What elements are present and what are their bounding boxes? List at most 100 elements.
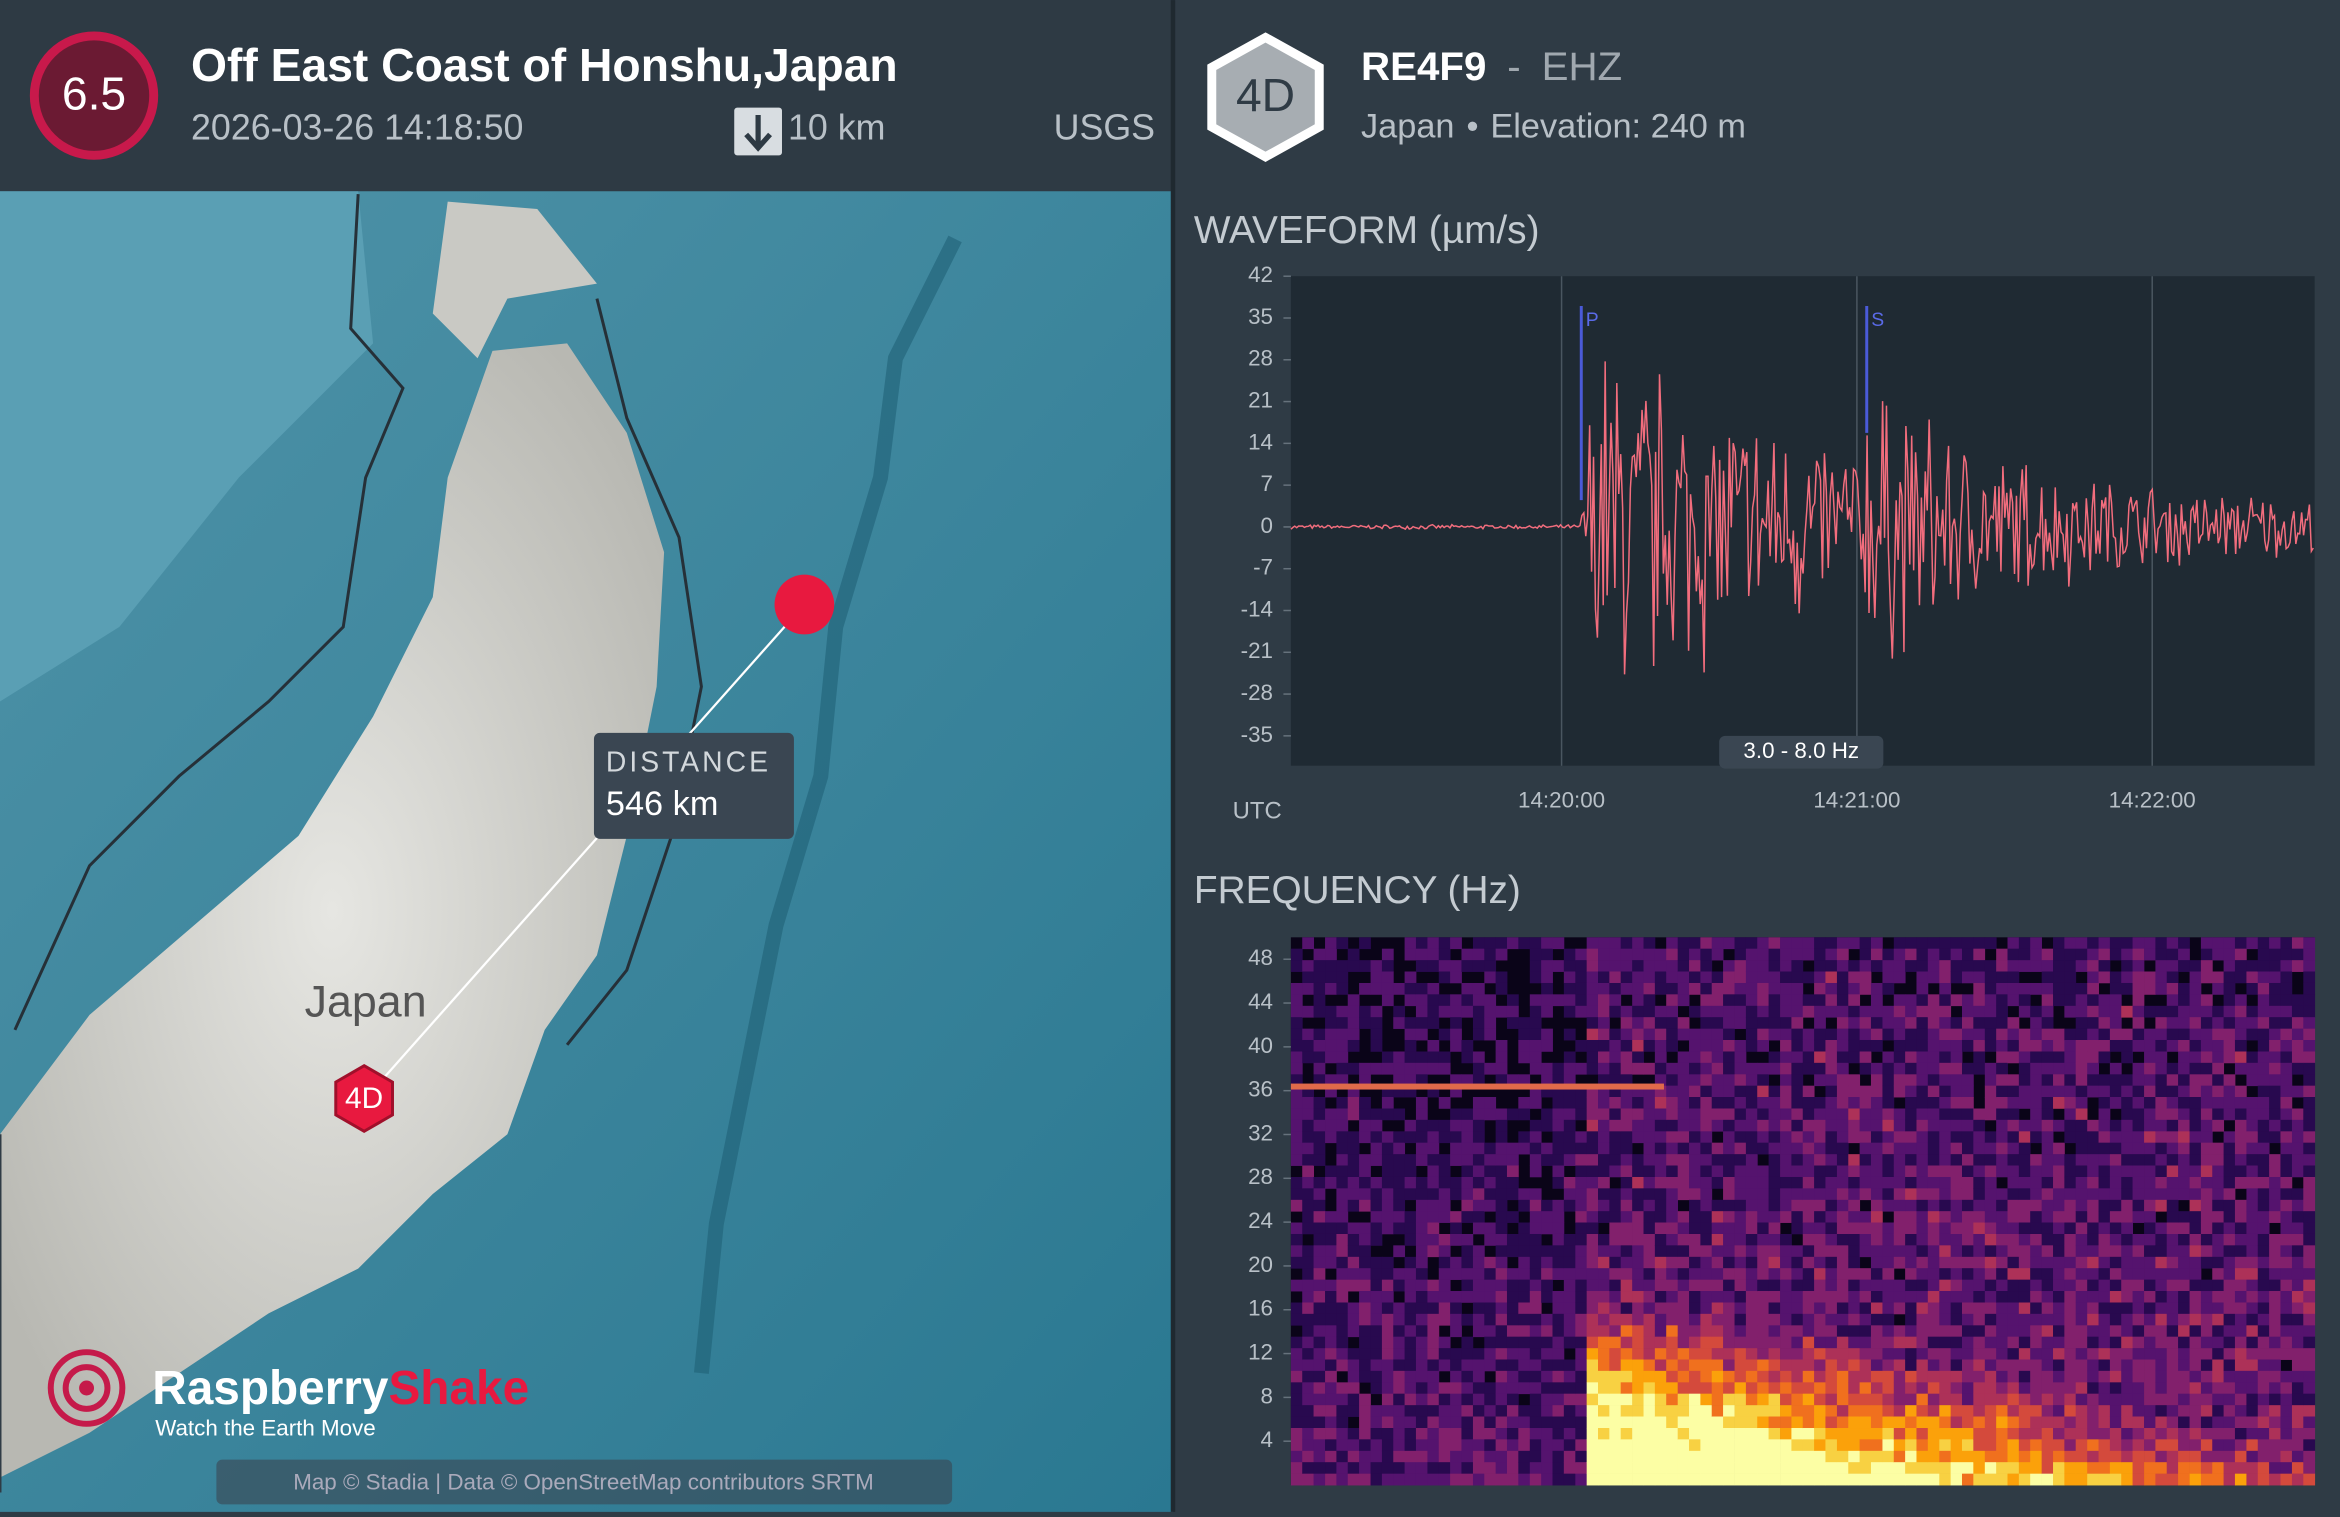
spectrogram-cell (1541, 1199, 1553, 1212)
spectrogram-cell (1359, 1188, 1371, 1201)
spectrogram-cell (2234, 1028, 2247, 1041)
spectrogram-cell (1700, 1028, 1713, 1041)
spectrogram-cell (1927, 1268, 1940, 1280)
spectrogram-cell (1973, 1405, 1986, 1417)
spectrogram-cell (1302, 1256, 1315, 1269)
spectrogram-cell (1370, 1313, 1383, 1326)
spectrogram-cell (1552, 937, 1565, 950)
spectrogram-cell (1905, 1028, 1917, 1041)
spectrogram-cell (2257, 1131, 2270, 1144)
spectrogram-cell (1563, 982, 1576, 995)
spectrogram-cell (1893, 1142, 1906, 1155)
spectrogram-cell (2234, 1199, 2247, 1212)
epicenter[interactable] (774, 574, 835, 635)
spectrogram-cell (1506, 1416, 1519, 1429)
spectrogram-cell (2200, 1154, 2213, 1166)
spectrogram-cell (1381, 1336, 1394, 1349)
spectrogram-cell (1950, 1359, 1963, 1372)
spectrogram-cell (2041, 1268, 2054, 1280)
spectrogram-cell (1654, 1085, 1667, 1098)
spectrogram-cell (1825, 1405, 1838, 1417)
spectrogram-cell (1916, 1051, 1929, 1064)
spectrogram-cell (1643, 1370, 1656, 1383)
spectrogram-cell (1780, 1279, 1792, 1292)
spectrogram-cell (2200, 1439, 2213, 1452)
spectrogram-cell (1814, 1428, 1826, 1440)
spectrogram-cell (1996, 1416, 2008, 1429)
spectrogram-cell (2166, 1119, 2179, 1132)
spectrogram-cell (1518, 1416, 1531, 1429)
spectrogram-cell (2030, 1439, 2042, 1452)
spectrogram-cell (2041, 1211, 2054, 1223)
spectrogram-cell (2098, 1005, 2111, 1018)
spectrogram-cell (1882, 1428, 1895, 1440)
spectrogram-cell (2223, 948, 2236, 961)
spectrogram-cell (1848, 1325, 1861, 1338)
spectrogram-cell (2087, 1085, 2099, 1098)
event-title[interactable]: Off East Coast of Honshu,Japan (191, 39, 898, 91)
spectrogram-cell (1643, 1348, 1656, 1360)
spectrogram-cell (1609, 1039, 1622, 1052)
spectrogram-cell (1677, 1428, 1690, 1440)
spectrogram-cell (1780, 1131, 1792, 1144)
spectrogram-cell (1393, 1131, 1406, 1144)
spectrogram-cell (1745, 948, 1758, 961)
map[interactable]: DISTANCE 546 km Japan 4D RaspberryShake … (0, 191, 1173, 1512)
spectrogram-cell (1518, 1074, 1531, 1087)
spectrogram-cell (1723, 1382, 1735, 1395)
spectrogram-cell (1768, 1017, 1781, 1029)
spectrogram-cell (1620, 1405, 1633, 1417)
spectrogram-cell (1381, 1154, 1394, 1166)
spectrogram-cell (1780, 1005, 1792, 1018)
spectrogram-cell (1814, 1108, 1826, 1121)
spectrogram-cell (1632, 1348, 1644, 1360)
spectrogram-cell (1325, 1176, 1337, 1189)
spectrogram-cell (1290, 1108, 1303, 1121)
spectrogram-cell (1700, 1256, 1713, 1269)
spectrogram-cell (1529, 1336, 1542, 1349)
spectrogram-cell (1302, 1085, 1315, 1098)
spectrogram-cell (1973, 1382, 1986, 1395)
spectrogram-cell (1666, 937, 1678, 950)
spectrogram-cell (1359, 1348, 1371, 1360)
spectrogram-cell (2257, 1382, 2270, 1395)
spectrogram-cell (2189, 1176, 2202, 1189)
spectrogram-cell (2053, 1085, 2065, 1098)
spectrogram-cell (2121, 1154, 2134, 1166)
spectrogram-cell (1563, 1097, 1576, 1109)
spectrogram-cell (1905, 1405, 1917, 1417)
spectrogram-cell (1461, 1359, 1474, 1372)
spectrogram-cell (2041, 1222, 2054, 1235)
spectrogram-cell (1984, 1108, 1997, 1121)
spectrogram-cell (1393, 1348, 1406, 1360)
spectrogram-cell (1939, 1348, 1952, 1360)
spectrogram-cell (1677, 1142, 1690, 1155)
spectrogram-cell (1484, 994, 1497, 1007)
spectrogram-cell (1302, 1450, 1315, 1463)
spectrogram-cell (2246, 1256, 2259, 1269)
spectrogram-cell (1848, 1097, 1861, 1109)
spectrogram-cell (2007, 1165, 2020, 1178)
spectrogram-cell (1791, 1165, 1804, 1178)
spectrogram-cell (1381, 1097, 1394, 1109)
spectrogram-cell (1506, 1245, 1519, 1258)
spectrogram-cell (1723, 982, 1735, 995)
spectrogram-cell (2200, 1325, 2213, 1338)
spectrogram-cell (2257, 1142, 2270, 1155)
attribution[interactable]: Map © Stadia | Data © OpenStreetMap cont… (293, 1469, 874, 1494)
spectrogram-cell (2030, 1176, 2042, 1189)
spectrogram-cell (1666, 971, 1678, 984)
spectrogram-cell (1961, 1211, 1974, 1223)
spectrogram-cell (1780, 1154, 1792, 1166)
spectrogram-cell (1643, 1313, 1656, 1326)
spectrogram-cell (2064, 1256, 2077, 1269)
spectrogram-cell (1905, 1268, 1917, 1280)
spectrogram-cell (1575, 1268, 1588, 1280)
spectrogram-cell (1563, 948, 1576, 961)
spectrogram-cell (1541, 1074, 1553, 1087)
spectrogram-cell (2007, 1085, 2020, 1098)
spectrogram-cell (2178, 1336, 2190, 1349)
station-marker[interactable] (334, 1063, 394, 1134)
spectrogram-cell (1893, 1039, 1906, 1052)
station-title: RE4F9- EHZ (1361, 43, 1622, 88)
